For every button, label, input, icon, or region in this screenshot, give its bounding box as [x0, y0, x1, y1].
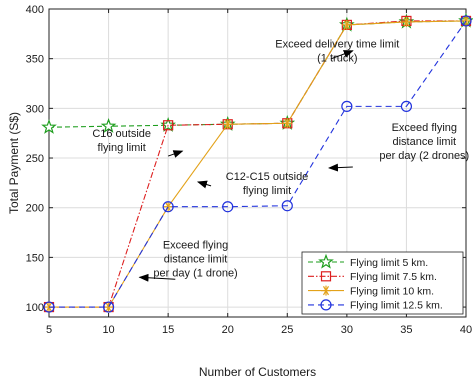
x-tick-label: 10: [102, 324, 114, 336]
annotation-layer: Exceed delivery time limit(1 truck)Excee…: [92, 39, 469, 282]
annotation-arrow: [167, 150, 184, 158]
legend-entry: Flying limit 12.5 km.: [308, 299, 443, 312]
series-4: [43, 15, 472, 313]
data-point: [162, 201, 174, 213]
legend-label: Flying limit 10 km.: [350, 285, 434, 297]
y-tick-label: 300: [26, 103, 44, 115]
series-line: [48, 20, 467, 128]
x-tick-label: 35: [400, 324, 412, 336]
annotation: Exceed flying distance limit per day (1 dr…: [138, 239, 238, 282]
legend-entry: Flying limit 7.5 km.: [308, 271, 437, 283]
data-point: [460, 15, 472, 27]
data-point: [100, 118, 117, 133]
annotation-arrow: [196, 180, 212, 189]
data-point: [320, 271, 332, 282]
annotation-text: Exceed delivery time limit: [275, 39, 399, 51]
series-layer: [41, 12, 473, 313]
plot-area: [48, 8, 467, 318]
grid-lines: [48, 8, 467, 317]
annotation: C12-C15 outside flying limit: [196, 171, 309, 197]
annotation-text: (1 truck): [317, 53, 357, 65]
x-tick-label: 30: [341, 324, 353, 336]
data-point: [320, 299, 332, 311]
annotation-arrow: [331, 50, 354, 60]
data-point: [103, 302, 114, 313]
annotation-text: distance limit: [393, 136, 457, 148]
y-tick-label: 400: [26, 4, 44, 16]
annotation-text: per day (2 drones): [379, 150, 469, 162]
annotation: C16 outside flying limit: [92, 128, 184, 158]
series-line: [49, 20, 466, 308]
y-tick-label: 150: [26, 252, 44, 264]
y-tick-label: 100: [26, 302, 44, 314]
annotation-text: Exceed flying: [392, 122, 457, 134]
legend-label: Flying limit 5 km.: [350, 257, 428, 269]
series-1: [41, 12, 473, 134]
annotation-text: C12-C15 outside: [226, 171, 309, 183]
y-tick-label: 350: [26, 54, 44, 66]
annotation-text: Exceed flying: [163, 239, 228, 251]
data-point: [102, 301, 115, 313]
data-point: [163, 120, 174, 131]
annotation-text: flying limit: [243, 185, 291, 197]
data-point: [321, 285, 331, 296]
x-tick-label: 5: [46, 324, 52, 336]
legend: Flying limit 5 km. Flying limit 7.5 km. Fl…: [301, 251, 464, 315]
annotation-arrow: [327, 163, 353, 172]
y-tick-labels: 100 150 200 250 300 350 400: [26, 4, 44, 314]
x-tick-label: 20: [222, 324, 234, 336]
x-tick-label: 40: [460, 324, 472, 336]
data-point: [41, 118, 57, 134]
data-point: [341, 100, 353, 112]
x-tick-labels: 5 10 15 20 25 30 35 40: [46, 324, 472, 336]
data-point: [222, 119, 233, 130]
annotation-arrow: [138, 273, 176, 282]
annotation: Exceed delivery time limit (1 truck): [275, 39, 399, 65]
y-axis-title: Total Payment (S$): [7, 112, 21, 214]
x-axis-title: Number of Customers: [199, 365, 316, 379]
data-point: [400, 100, 413, 112]
annotation: Exceed flying distance limit per day (2 dr…: [327, 122, 469, 172]
annotation-text: distance limit: [164, 253, 228, 265]
legend-label: Flying limit 7.5 km.: [350, 271, 437, 283]
data-point: [341, 19, 352, 30]
data-point: [282, 118, 293, 129]
x-tick-label: 25: [281, 324, 293, 336]
data-point: [281, 200, 293, 212]
legend-entry: Flying limit 10 km.: [308, 285, 434, 297]
y-tick-label: 250: [26, 153, 44, 165]
legend-entry: Flying limit 5 km.: [308, 253, 428, 269]
data-point: [222, 201, 234, 213]
data-point: [43, 301, 55, 313]
series-line: [49, 20, 467, 308]
legend-label: Flying limit 12.5 km.: [350, 300, 443, 312]
y-tick-label: 200: [26, 203, 44, 215]
data-point: [401, 16, 412, 27]
data-point: [318, 253, 334, 269]
annotation-text: per day (1 drone): [153, 267, 237, 279]
x-tick-label: 15: [162, 324, 174, 336]
annotation-text: flying limit: [98, 142, 146, 154]
annotation-text: C16 outside: [92, 128, 151, 140]
axis-ticks: [48, 8, 467, 317]
series-line: [49, 20, 467, 308]
